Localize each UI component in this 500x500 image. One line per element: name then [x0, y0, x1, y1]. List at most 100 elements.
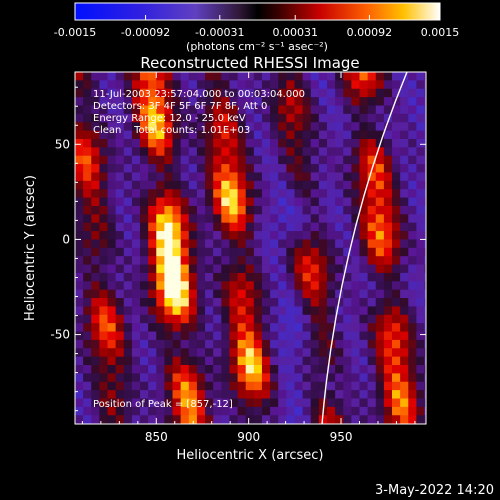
- heatmap-cell: [245, 214, 255, 224]
- heatmap-cell: [318, 381, 328, 391]
- heatmap-cell: [375, 180, 385, 190]
- heatmap-cell: [343, 72, 352, 81]
- heatmap-cell: [294, 72, 304, 81]
- heatmap-cell: [270, 323, 279, 333]
- heatmap-cell: [367, 348, 377, 358]
- heatmap-cell: [83, 164, 92, 174]
- heatmap-cell: [99, 423, 109, 424]
- heatmap-cell: [148, 197, 157, 207]
- heatmap-cell: [318, 205, 328, 215]
- heatmap-cell: [302, 138, 312, 148]
- heatmap-cell: [115, 222, 125, 232]
- heatmap-cell: [83, 172, 92, 182]
- heatmap-cell: [131, 365, 141, 374]
- heatmap-cell: [140, 415, 149, 424]
- heatmap-cell: [408, 197, 417, 207]
- heatmap-cell: [221, 214, 231, 224]
- heatmap-cell: [416, 256, 426, 266]
- heatmap-cell: [115, 147, 125, 157]
- heatmap-cell: [180, 239, 190, 249]
- heatmap-cell: [188, 231, 198, 241]
- heatmap-cell: [140, 189, 149, 199]
- heatmap-cell: [326, 281, 336, 291]
- heatmap-cell: [270, 247, 279, 257]
- heatmap-cell: [91, 406, 100, 416]
- heatmap-cell: [359, 88, 369, 98]
- heatmap-cell: [83, 356, 92, 366]
- heatmap-cell: [123, 205, 133, 215]
- heatmap-cell: [286, 205, 296, 215]
- heatmap-cell: [140, 373, 149, 383]
- heatmap-cell: [205, 323, 214, 333]
- heatmap-cell: [221, 105, 231, 115]
- heatmap-cell: [164, 381, 174, 391]
- heatmap-cell: [270, 222, 279, 232]
- heatmap-cell: [131, 373, 141, 383]
- heatmap-cell: [343, 172, 352, 182]
- heatmap-cell: [148, 281, 157, 291]
- heatmap-cell: [91, 97, 100, 107]
- heatmap-cell: [237, 272, 247, 282]
- heatmap-cell: [351, 130, 361, 140]
- heatmap-cell: [383, 72, 393, 81]
- heatmap-cell: [229, 356, 239, 366]
- heatmap-cell: [261, 122, 271, 132]
- heatmap-cell: [213, 231, 222, 241]
- heatmap-cell: [367, 339, 377, 349]
- heatmap-cell: [416, 390, 426, 400]
- heatmap-cell: [351, 256, 361, 266]
- heatmap-cell: [75, 214, 84, 224]
- heatmap-cell: [326, 189, 336, 199]
- heatmap-cell: [196, 356, 206, 366]
- heatmap-cell: [424, 80, 426, 90]
- heatmap-cell: [91, 423, 100, 424]
- heatmap-cell: [83, 239, 92, 249]
- heatmap-cell: [278, 172, 287, 182]
- heatmap-cell: [318, 415, 328, 424]
- heatmap-cell: [294, 415, 304, 424]
- heatmap-cell: [424, 264, 426, 274]
- heatmap-cell: [383, 289, 393, 299]
- heatmap-cell: [205, 272, 214, 282]
- heatmap-cell: [253, 323, 263, 333]
- heatmap-cell: [400, 172, 409, 182]
- heatmap-cell: [351, 197, 361, 207]
- heatmap-cell: [261, 339, 271, 349]
- heatmap-cell: [91, 323, 100, 333]
- heatmap-cell: [205, 423, 214, 424]
- heatmap-cell: [131, 406, 141, 416]
- heatmap-cell: [196, 80, 206, 90]
- heatmap-cell: [196, 97, 206, 107]
- heatmap-cell: [335, 155, 344, 165]
- heatmap-cell: [123, 113, 133, 123]
- heatmap-cell: [335, 373, 344, 383]
- heatmap-cell: [131, 164, 141, 174]
- heatmap-cell: [392, 88, 401, 98]
- heatmap-cell: [148, 331, 157, 341]
- heatmap-cell: [261, 298, 271, 308]
- heatmap-cell: [237, 314, 247, 324]
- heatmap-cell: [416, 239, 426, 249]
- heatmap-cell: [229, 306, 239, 316]
- heatmap-cell: [180, 180, 190, 190]
- heatmap-cell: [180, 138, 190, 148]
- heatmap-cell: [107, 197, 117, 207]
- heatmap-cell: [180, 289, 190, 299]
- heatmap-cell: [131, 147, 141, 157]
- heatmap-cell: [253, 164, 263, 174]
- heatmap-cell: [318, 105, 328, 115]
- heatmap-cell: [148, 122, 157, 132]
- heatmap-cell: [335, 323, 344, 333]
- heatmap-cell: [359, 231, 369, 241]
- heatmap-cell: [270, 272, 279, 282]
- heatmap-cell: [213, 381, 222, 391]
- heatmap-cell: [367, 264, 377, 274]
- heatmap-cell: [278, 423, 287, 424]
- heatmap-cell: [75, 122, 84, 132]
- heatmap-cell: [278, 239, 287, 249]
- heatmap-cell: [196, 138, 206, 148]
- heatmap-cell: [278, 222, 287, 232]
- heatmap-cell: [351, 348, 361, 358]
- heatmap-cell: [400, 97, 409, 107]
- heatmap-cell: [237, 164, 247, 174]
